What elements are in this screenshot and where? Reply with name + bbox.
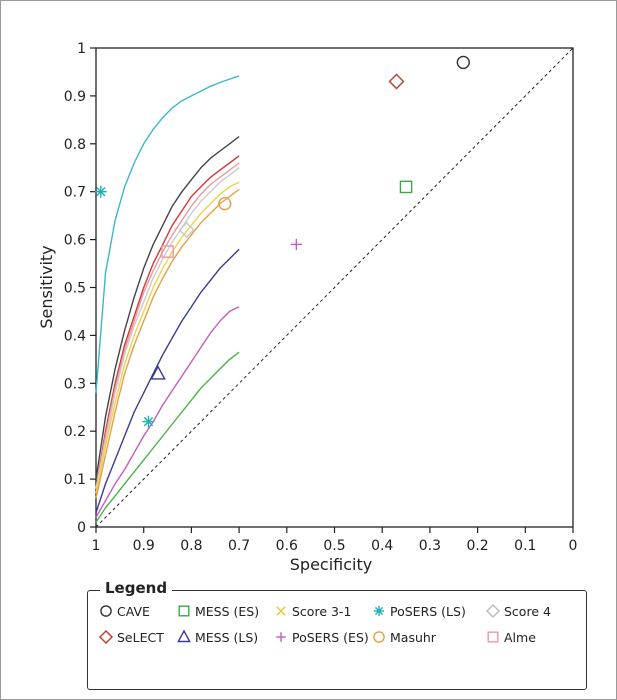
point-score-4-9 — [178, 222, 195, 239]
y-tick-label: 0.7 — [64, 185, 86, 201]
legend-entry-posers-es: PoSERS (ES) — [273, 629, 369, 645]
roc-curve-3 — [95, 155, 240, 489]
y-tick-label: 1 — [77, 41, 86, 57]
legend-marker-square — [487, 631, 499, 643]
legend-label: PoSERS (ES) — [292, 629, 369, 645]
legend-marker-icon — [177, 629, 191, 643]
roc-chart: 1 0.9 0.8 0.7 0.6 0.5 0.4 0.3 0.2 0.1 0 0 0.1 0.2 0.3 0… — [37, 41, 578, 574]
legend-marker-icon — [178, 605, 190, 617]
x-tick-label: 0.4 — [371, 538, 393, 554]
legend-label: PoSERS (LS) — [390, 603, 466, 619]
point-posers-ls-7 — [142, 415, 155, 428]
legend-entry-select: SeLECT — [98, 629, 164, 645]
point-select-1 — [388, 73, 405, 90]
point-cave-0 — [456, 55, 470, 70]
legend-label: SeLECT — [117, 629, 164, 645]
y-tick-label: 0.3 — [64, 376, 86, 392]
x-tick-label: 0.7 — [228, 538, 250, 554]
y-tick-label: 0.5 — [64, 281, 86, 297]
legend-label: Alme — [504, 629, 536, 645]
roc-curve-4 — [95, 162, 240, 489]
legend-label: Masuhr — [390, 629, 436, 645]
axes-layer: 1 0.9 0.8 0.7 0.6 0.5 0.4 0.3 0.2 0.1 0 0 0.1 0.2 0.3 0… — [64, 41, 578, 554]
x-tick-label: 0.6 — [276, 538, 298, 554]
legend-marker-icon — [99, 630, 113, 644]
legend-marker-icon — [276, 632, 286, 642]
legend-marker-circle — [100, 605, 112, 617]
legend-marker-icon — [100, 605, 112, 617]
legend-label: MESS (ES) — [195, 603, 260, 619]
x-tick-label: 0.3 — [419, 538, 441, 554]
legend-marker-diamond — [486, 604, 500, 618]
x-tick-label: 0.2 — [466, 538, 488, 554]
legend-entry-score-3-1: Score 3-1 — [273, 603, 351, 619]
legend-label: CAVE — [117, 603, 150, 619]
y-tick-label: 0.9 — [64, 89, 86, 105]
legend-entry-cave: CAVE — [98, 603, 150, 619]
curves-layer — [95, 75, 240, 523]
roc-curve-6 — [95, 181, 240, 494]
legend-label: MESS (LS) — [195, 629, 259, 645]
y-tick-label: 0.6 — [64, 233, 86, 249]
roc-curve-5 — [95, 167, 240, 489]
roc-curve-10 — [95, 351, 240, 523]
legend-marker-x — [276, 606, 286, 616]
legend-entry-alme: Alme — [485, 629, 536, 645]
point-mess-ls-3 — [150, 365, 166, 380]
point-posers-es-5 — [290, 238, 302, 250]
x-tick-label: 0.5 — [323, 538, 345, 554]
legend-marker-triangle — [177, 629, 191, 643]
x-tick-label: 0 — [569, 538, 578, 554]
y-tick-label: 0.2 — [64, 424, 86, 440]
legend-marker-diamond — [99, 630, 113, 644]
y-tick-label: 0.1 — [64, 472, 86, 488]
legend-marker-square — [178, 605, 190, 617]
roc-curve-8 — [95, 248, 240, 513]
x-tick-label: 0.8 — [180, 538, 202, 554]
legend-marker-icon — [486, 604, 500, 618]
legend-title: Legend — [100, 579, 173, 597]
roc-curve-9 — [95, 306, 240, 518]
roc-curve-7 — [95, 188, 240, 499]
legend-marker-circle — [373, 631, 385, 643]
point-alme-10 — [161, 245, 174, 258]
y-tick-label: 0 — [77, 520, 86, 536]
chance-diagonal-line — [95, 47, 574, 528]
point-mess-es-2 — [399, 180, 413, 194]
roc-curve-1 — [95, 75, 240, 393]
points-layer — [94, 55, 470, 428]
legend-entry-posers-ls: PoSERS (LS) — [371, 603, 466, 619]
legend-entry-score-4: Score 4 — [485, 603, 551, 619]
legend-label: Score 3-1 — [292, 603, 352, 619]
x-tick-label: 1 — [92, 538, 101, 554]
legend-marker-plus — [276, 632, 286, 642]
x-tick-label: 0.9 — [133, 538, 155, 554]
roc-curve-2 — [95, 136, 240, 480]
y-axis-title: Sensitivity — [37, 245, 56, 328]
legend-marker-asterisk — [373, 605, 385, 617]
y-tick-label: 0.4 — [64, 328, 86, 344]
legend-marker-icon — [276, 606, 286, 616]
legend-marker-icon — [373, 605, 385, 617]
legend-entry-masuhr: Masuhr — [371, 629, 436, 645]
legend-label: Score 4 — [504, 603, 551, 619]
legend-marker-icon — [373, 631, 385, 643]
y-tick-label: 0.8 — [64, 137, 86, 153]
point-posers-ls-6 — [94, 185, 107, 198]
point-masuhr-8 — [218, 197, 232, 211]
x-axis-title: Specificity — [290, 555, 372, 574]
legend-marker-icon — [487, 631, 499, 643]
legend-entry-mess-es: MESS (ES) — [176, 603, 259, 619]
x-tick-label: 0.1 — [514, 538, 536, 554]
legend-box: Legend CAVE MESS (ES) Score 3-1 PoSERS (LS)… — [87, 579, 587, 690]
legend-entry-mess-ls: MESS (LS) — [176, 629, 258, 645]
